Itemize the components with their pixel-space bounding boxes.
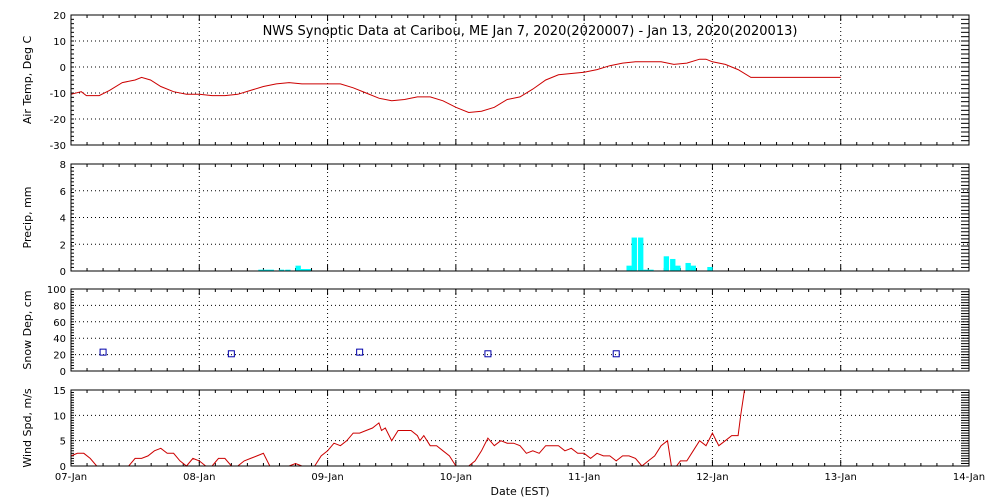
x-tick-label: 13-Jan <box>825 472 857 483</box>
snow-depth-point <box>227 350 235 358</box>
series-line <box>70 58 841 114</box>
precip-bar <box>648 269 654 271</box>
precip-bar <box>638 237 644 271</box>
y-tick-label: 8 <box>60 160 66 171</box>
y-tick-label: -10 <box>50 89 66 100</box>
y-tick-label: 6 <box>60 187 66 198</box>
y-tick-label: 40 <box>53 334 66 345</box>
y-tick-label: 10 <box>53 37 66 48</box>
x-tick-label: 14-Jan <box>953 472 985 483</box>
precip-bar <box>300 268 306 271</box>
y-axis-label: Wind Spd, m/s <box>21 388 34 468</box>
y-axis-label: Snow Dep, cm <box>21 290 34 369</box>
precip-bar <box>295 265 301 271</box>
x-tick-label: 09-Jan <box>311 472 343 483</box>
panel-frame <box>70 389 970 467</box>
precip-bar <box>675 265 681 271</box>
series-line <box>70 389 745 467</box>
y-tick-label: 80 <box>53 301 66 312</box>
precip-bar <box>278 269 285 271</box>
x-tick-label: 10-Jan <box>440 472 472 483</box>
precip-bar <box>626 265 632 271</box>
y-axis-label: Air Temp, Deg C <box>21 36 34 125</box>
precip-bar <box>690 265 696 271</box>
y-tick-label: 10 <box>53 411 66 422</box>
y-tick-label: 0 <box>60 462 66 473</box>
snow-depth-point <box>484 350 492 358</box>
y-tick-label: 100 <box>47 285 66 296</box>
y-tick-label: 0 <box>60 367 66 378</box>
precip-bar <box>268 269 274 271</box>
precip-bar <box>670 258 676 271</box>
y-tick-label: 5 <box>60 437 66 448</box>
precip-bar <box>643 269 649 271</box>
y-tick-label: 15 <box>53 386 66 397</box>
y-axis-label: Precip, mm <box>21 187 34 249</box>
precip-bar <box>707 266 713 271</box>
y-tick-label: 0 <box>60 267 66 278</box>
precip-bar <box>263 269 269 271</box>
y-tick-label: 60 <box>53 318 66 329</box>
precip-bar <box>305 268 312 271</box>
panel-frame <box>70 288 970 372</box>
x-tick-label: 12-Jan <box>696 472 728 483</box>
snow-depth-point <box>99 348 107 356</box>
y-tick-label: 20 <box>53 11 66 22</box>
snow-depth-point <box>356 348 364 356</box>
snow-depth-point <box>612 350 620 358</box>
panel-frame <box>70 14 970 146</box>
x-tick-label: 07-Jan <box>55 472 87 483</box>
x-tick-label: 11-Jan <box>568 472 600 483</box>
panel-4: 15 10 5 0 Wind Spd, m/s <box>21 386 970 473</box>
chart-title: NWS Synoptic Data at Caribou, ME Jan 7, … <box>263 24 798 39</box>
y-tick-label: -30 <box>50 141 66 152</box>
x-axis-label: Date (EST) <box>490 485 549 498</box>
precip-bar <box>663 256 670 271</box>
panel-frame <box>70 163 970 272</box>
x-tick-label: 08-Jan <box>183 472 215 483</box>
panel-3: 100 80 60 40 20 0 Snow Dep, cm <box>21 285 970 378</box>
y-tick-label: 20 <box>53 351 66 362</box>
panel-1: 20 10 0 -10 -20 -30 Air Temp, Deg C <box>21 11 970 152</box>
precip-bar <box>631 237 637 271</box>
panel-2: 8 6 4 2 0 Precip, mm <box>21 160 970 278</box>
y-tick-label: 2 <box>60 240 66 251</box>
precip-bar <box>285 269 291 271</box>
y-tick-label: 0 <box>60 63 66 74</box>
y-tick-label: 4 <box>60 214 66 225</box>
y-tick-label: -20 <box>50 115 66 126</box>
precip-bar <box>685 262 691 271</box>
precip-bar <box>258 269 264 271</box>
